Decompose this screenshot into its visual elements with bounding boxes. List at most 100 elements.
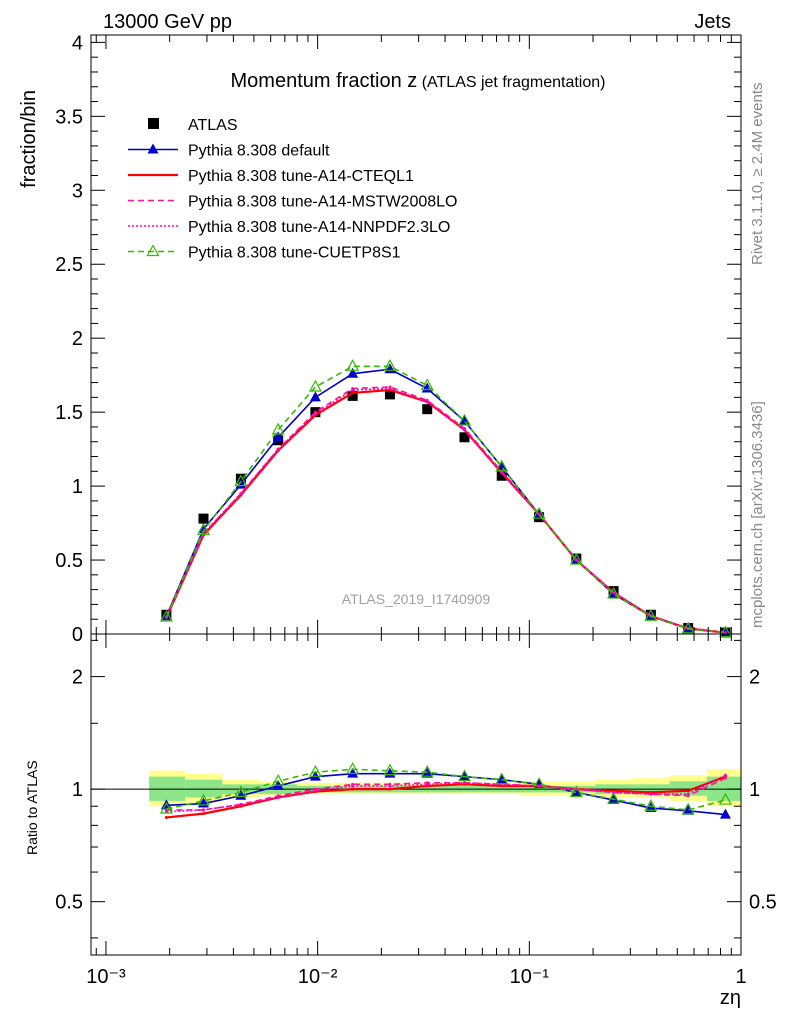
ratio-ytick-label: 1 [72,779,83,801]
xtick-label: 10⁻² [298,966,338,988]
main-ytick-label: 0 [72,624,83,646]
main-ytick-label: 3.5 [55,106,83,128]
ratio-ytick-label-right: 1 [749,779,760,801]
data-point [682,804,694,815]
legend-label: Pythia 8.308 tune-A14-CTEQL1 [188,168,414,185]
legend-label: Pythia 8.308 tune-CUETP8S1 [188,245,401,262]
legend-marker [146,244,160,257]
main-ytick-label: 0.5 [55,550,83,572]
data-point [537,784,541,788]
main-ylabel: fraction/bin [18,90,40,188]
rivet-label: Rivet 3.1.10, ≥ 2.4M events [749,83,766,266]
xtick-label: 10⁻³ [86,966,126,988]
data-point [495,459,509,472]
data-point [276,447,280,451]
legend-label: Pythia 8.308 default [188,143,330,160]
ratio-ytick-label: 2 [72,667,83,689]
data-point [234,785,248,798]
data-point [346,762,360,774]
data-point [159,801,173,814]
data-point [313,789,317,793]
data-point [196,793,211,806]
legend-label: Pythia 8.308 tune-A14-NNPDF2.3LO [188,219,450,236]
data-point [384,389,395,400]
data-point [388,784,392,788]
data-point [500,471,504,475]
data-point [569,785,583,798]
main-title-main: Momentum fraction z [231,70,418,92]
series-pythia-8-308-tune-cuetp8s1 [159,762,732,815]
ratio-panel: 0.5 0.51 12 2 10⁻³ 10⁻² 10⁻¹ 1 Ratio to ATLAS … [24,633,777,1009]
data-point [239,802,243,806]
data-point [644,798,658,811]
main-title: Momentum fraction z (ATLAS jet fragmenta… [231,70,606,92]
data-point [532,777,546,789]
legend-marker [147,143,159,154]
data-point [607,791,621,804]
data-point [202,812,206,816]
data-point [347,367,359,378]
data-point [202,808,206,812]
data-point [496,470,507,481]
main-ytick-label: 1 [72,476,83,498]
data-point [723,631,727,635]
data-point [457,769,471,782]
data-point [420,378,434,391]
data-point [422,404,433,415]
data-point [351,388,355,392]
data-point [388,787,392,791]
series-line [165,388,726,634]
series-pythia-8-308-tune-a14-nnpdf2-3lo [164,773,727,814]
main-title-sub: (ATLAS jet fragmentation) [422,74,606,91]
data-point [719,808,731,819]
ratio-frame [90,633,742,956]
legend-entry: Pythia 8.308 tune-A14-NNPDF2.3LO [128,219,450,236]
data-point [612,591,616,595]
legend: ATLAS Pythia 8.308 default Pythia 8.308 tu… [128,117,457,262]
header-right: Jets [694,11,731,33]
data-point [462,781,466,785]
data-point [383,763,397,776]
header-left: 13000 GeV pp [103,11,232,33]
data-point [271,773,285,786]
legend-swatch [148,118,159,129]
data-point [347,767,359,778]
data-point [351,787,355,791]
data-point [718,625,732,638]
series-line [166,775,726,819]
data-point [462,428,466,432]
legend-label: Pythia 8.308 tune-A14-MSTW2008LO [188,194,457,211]
xtick-label: 1 [735,966,746,988]
mcplots-label: mcplots.cern.ch [arXiv:1306.3436] [749,401,766,628]
data-point [645,802,657,813]
ratio-ytick-label: 0.5 [55,892,83,914]
data-point [607,586,621,599]
series-pythia-8-308-tune-cuetp8s1 [159,359,732,638]
legend-entry: Pythia 8.308 tune-A14-CTEQL1 [128,168,414,185]
main-ytick-label: 2.5 [55,254,83,276]
data-point [458,415,470,426]
data-point [420,764,434,777]
legend-entry: Pythia 8.308 default [128,143,330,160]
data-point [649,792,653,796]
main-ytick-label: 1.5 [55,402,83,424]
data-point [723,773,727,777]
main-ytick-label: 2 [72,328,83,350]
data-point [425,400,429,404]
data-point [388,386,392,390]
data-point [570,786,582,797]
data-point [198,513,209,524]
legend-entry: Pythia 8.308 tune-A14-MSTW2008LO [128,194,457,211]
data-point [681,802,695,815]
data-point [196,523,211,536]
data-point [458,770,470,781]
xtick-label: 10⁻¹ [510,966,550,988]
legend-entry: Pythia 8.308 tune-CUETP8S1 [128,244,401,262]
data-point [569,552,583,565]
data-point [718,792,732,805]
data-point [308,379,322,392]
watermark: ATLAS_2019_I1740909 [342,591,491,607]
data-point [574,558,578,562]
main-ytick-label: 3 [72,180,83,202]
